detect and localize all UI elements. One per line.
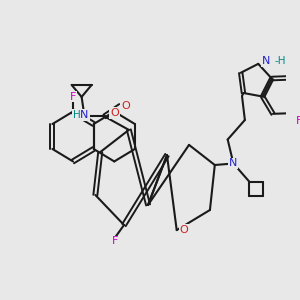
Text: N: N: [80, 110, 89, 120]
Text: O: O: [179, 225, 188, 235]
Text: F: F: [296, 116, 300, 126]
Text: -H: -H: [275, 56, 286, 67]
Text: H: H: [73, 110, 80, 120]
Text: F: F: [112, 236, 119, 247]
Text: N: N: [262, 56, 270, 67]
Text: O: O: [110, 108, 118, 118]
Text: F: F: [70, 92, 76, 102]
Text: N: N: [229, 158, 238, 169]
Text: O: O: [121, 101, 130, 111]
